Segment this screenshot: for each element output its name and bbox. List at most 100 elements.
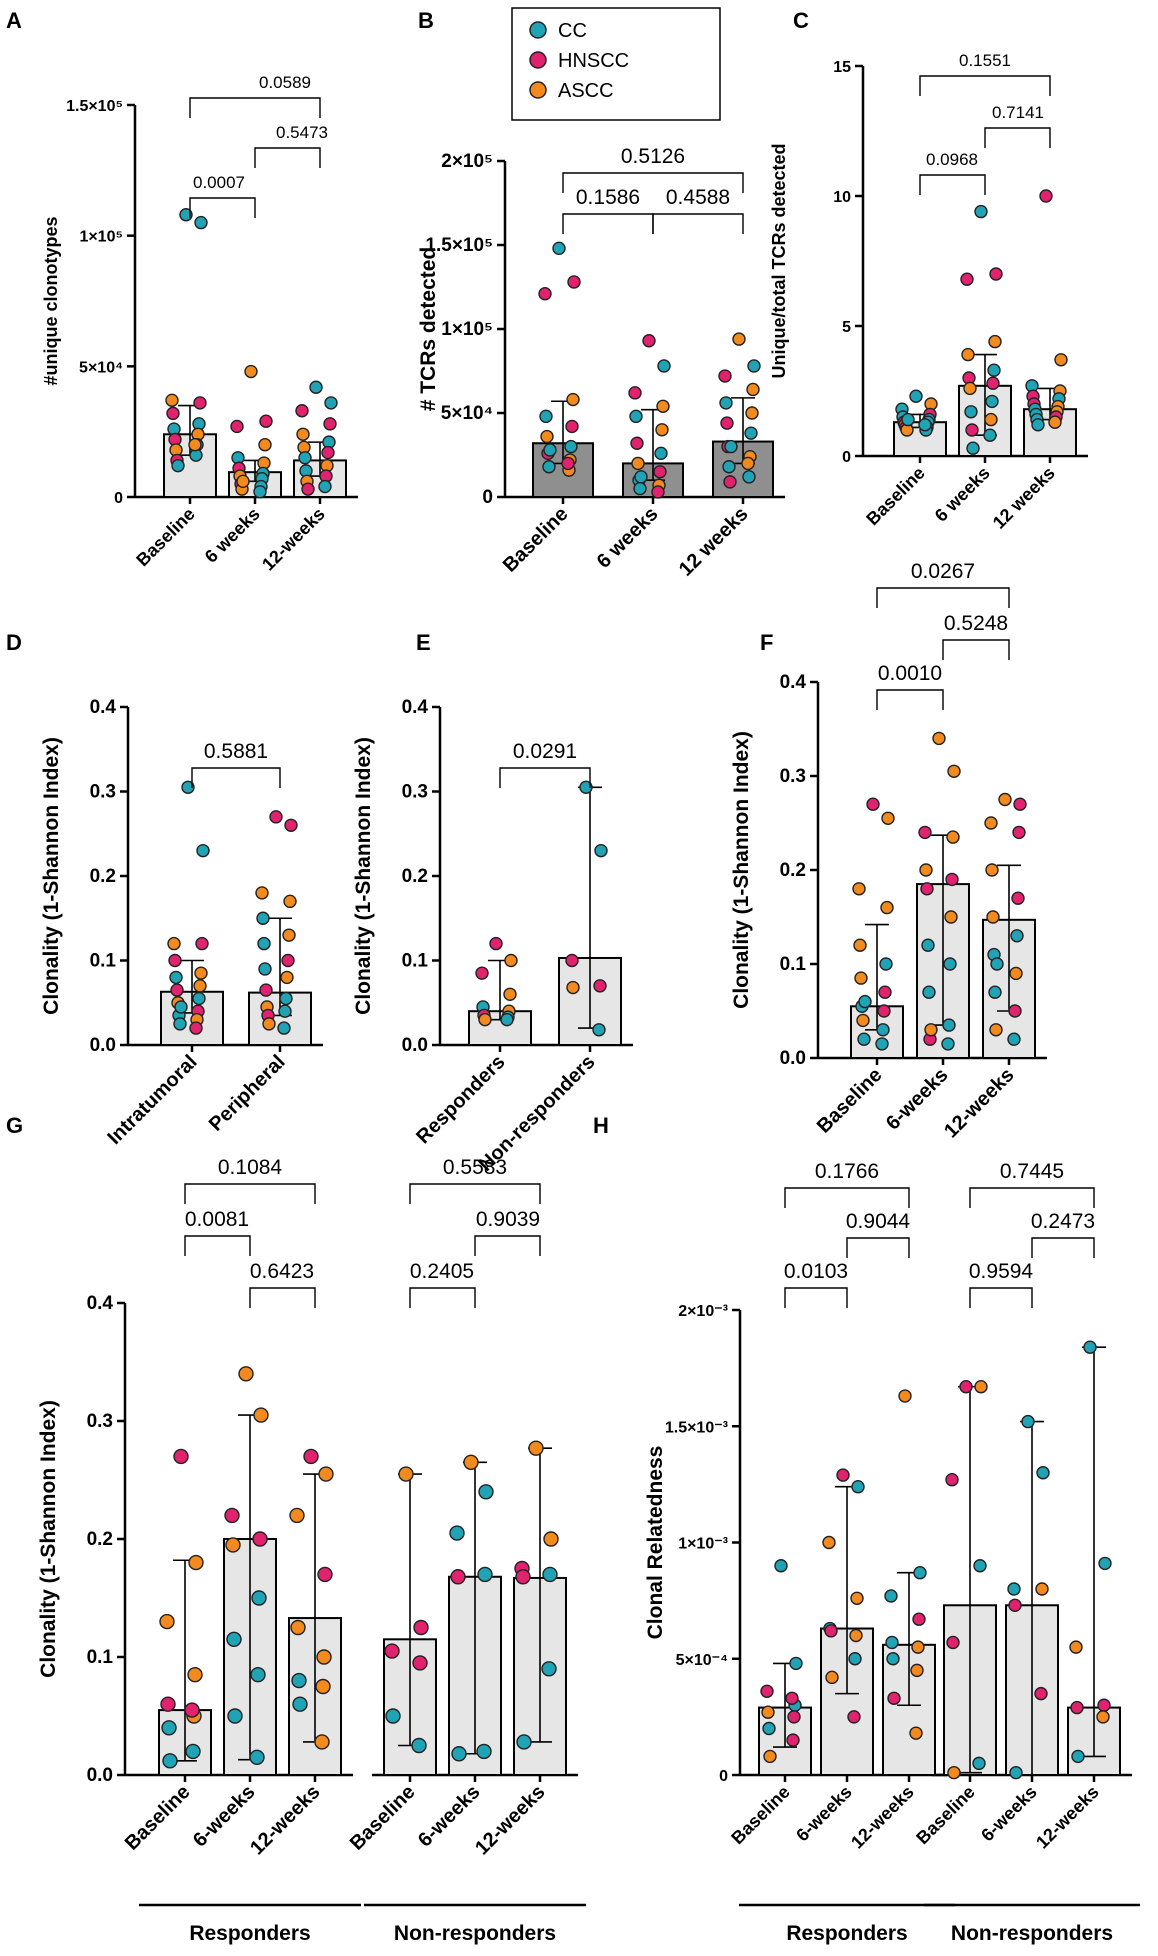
- data-point: [630, 436, 644, 450]
- data-point: [174, 1000, 188, 1014]
- data-point: [412, 1655, 428, 1671]
- panel-letter: H: [593, 1113, 609, 1138]
- significance-bracket: [919, 174, 986, 195]
- panel-H: H 0 5×10⁻⁴ 1×10⁻³ 1.5×10⁻³ 2×10⁻³ Clonal Relat…: [593, 1113, 1140, 1945]
- data-point: [836, 1468, 850, 1482]
- data-point: [786, 1733, 800, 1747]
- data-point: [901, 412, 915, 427]
- data-point: [542, 1566, 558, 1583]
- data-point: [943, 957, 957, 971]
- significance-bracket: [191, 767, 281, 788]
- data-point: [188, 438, 202, 452]
- data-point: [1039, 189, 1053, 203]
- data-point: [988, 334, 1002, 349]
- x-category-label: Baseline: [132, 504, 199, 571]
- y-tick-label: 0.2: [402, 866, 428, 887]
- data-point: [181, 780, 195, 794]
- data-point: [253, 1407, 269, 1423]
- data-point: [478, 1484, 494, 1500]
- data-point: [985, 863, 999, 877]
- y-tick-label: 10: [833, 189, 851, 206]
- y-tick-label: 0.2: [780, 860, 806, 881]
- x-category-label: 6 weeks: [931, 463, 994, 526]
- data-point: [301, 482, 315, 496]
- data-point: [986, 376, 1000, 390]
- data-point: [909, 389, 923, 403]
- data-point: [973, 1559, 987, 1573]
- data-point: [878, 985, 892, 999]
- data-point: [984, 816, 998, 830]
- data-point: [974, 1380, 988, 1394]
- data-point: [224, 1507, 240, 1524]
- significance-bracket: [254, 147, 321, 168]
- data-point: [309, 380, 323, 394]
- data-point: [194, 215, 208, 230]
- data-point: [945, 872, 959, 887]
- y-axis-label: Unique/total TCRs detected: [769, 143, 789, 378]
- data-point: [911, 1640, 925, 1654]
- data-point: [1010, 929, 1024, 943]
- p-value-label: 0.0007: [193, 173, 245, 192]
- panel-letter: B: [418, 8, 434, 33]
- data-point: [921, 938, 935, 952]
- data-point: [169, 970, 183, 985]
- y-tick-label: 1.5×10⁵: [66, 98, 123, 115]
- data-point: [450, 1569, 466, 1585]
- data-point: [824, 1624, 838, 1638]
- y-tick-label: 0.1: [780, 954, 807, 975]
- y-axis-label: # TCRs detected: [417, 247, 440, 412]
- data-point: [959, 1380, 973, 1394]
- data-point: [540, 429, 554, 444]
- data-point: [193, 979, 207, 993]
- y-tick-label: 0.4: [402, 697, 429, 718]
- y-tick-label: 0.2: [90, 866, 116, 887]
- data-point: [879, 957, 893, 971]
- data-point: [747, 359, 761, 373]
- data-point: [974, 204, 988, 219]
- legend-marker: [529, 21, 547, 39]
- data-point: [774, 1559, 788, 1573]
- data-point: [230, 419, 244, 434]
- significance-bracket: [876, 689, 944, 710]
- data-point: [244, 364, 258, 379]
- p-value-label: 0.1551: [959, 51, 1011, 70]
- data-point: [504, 953, 518, 968]
- data-point: [171, 458, 185, 473]
- data-point: [179, 208, 193, 222]
- data-point: [965, 423, 979, 437]
- data-point: [476, 1743, 492, 1760]
- data-point: [538, 287, 552, 301]
- panel-C: C 0 5 10 15 Unique/total TCRs detected Baselin…: [769, 8, 1088, 533]
- data-point: [944, 910, 958, 924]
- x-category-label: Responders: [412, 1051, 509, 1148]
- y-tick-label: 0.1: [90, 951, 117, 972]
- x-category-label: Baseline: [499, 503, 573, 577]
- significance-bracket: [184, 1183, 316, 1204]
- x-category-label: 6-weeks: [792, 1782, 856, 1846]
- x-category-label: Baseline: [862, 463, 929, 530]
- panel-F: F 0.0 0.1 0.2 0.3 0.4 Clonality (1-Shannon Ind…: [730, 560, 1047, 1142]
- data-point: [742, 470, 756, 484]
- data-point: [1021, 1414, 1035, 1429]
- data-point: [1069, 1640, 1083, 1654]
- x-category-label: 12-weeks: [847, 1782, 918, 1853]
- data-point: [478, 1012, 492, 1027]
- data-point: [880, 900, 894, 915]
- p-value-label: 0.0267: [911, 560, 975, 583]
- x-category-label: Baseline: [727, 1782, 794, 1849]
- significance-bracket: [409, 1183, 541, 1204]
- x-category-label: 12-weeks: [258, 504, 329, 575]
- y-tick-label: 0.2: [87, 1529, 113, 1550]
- legend-marker: [529, 51, 547, 69]
- data-point: [642, 334, 656, 348]
- data-point: [593, 979, 607, 993]
- data-point: [189, 1021, 203, 1035]
- significance-bracket: [942, 639, 1010, 660]
- data-point: [489, 936, 503, 951]
- data-point: [318, 479, 332, 494]
- p-value-label: 0.0291: [513, 740, 577, 763]
- data-point: [398, 1466, 414, 1482]
- data-point: [746, 382, 760, 397]
- y-tick-label: 0.4: [90, 697, 117, 718]
